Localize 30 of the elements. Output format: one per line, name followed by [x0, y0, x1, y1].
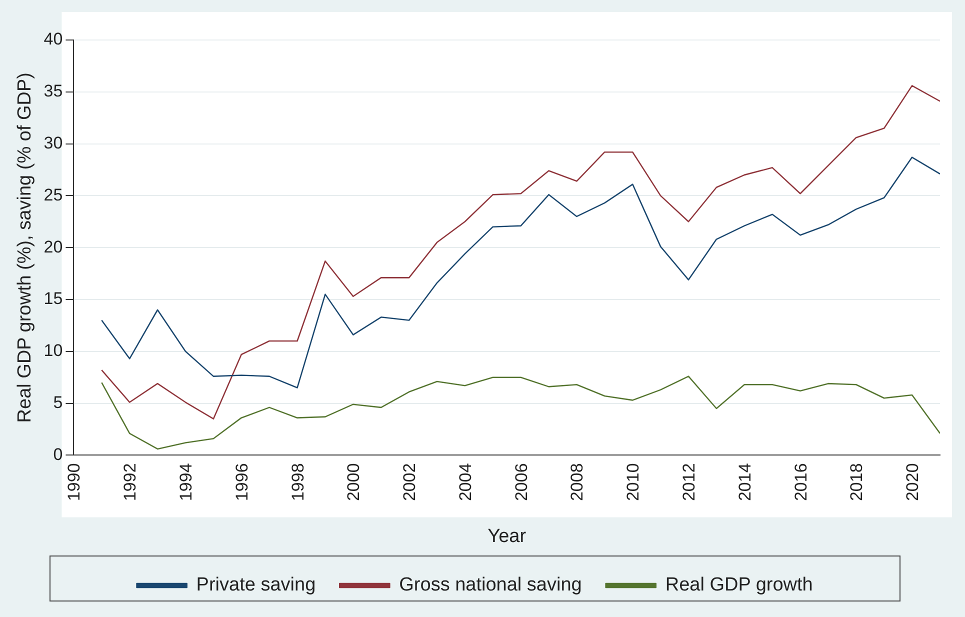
x-tick-label: 2004 — [456, 463, 475, 502]
x-tick-label: 2000 — [344, 463, 364, 502]
y-tick-label: 15 — [44, 289, 63, 308]
y-tick-label: 30 — [44, 133, 63, 152]
x-tick-label: 2020 — [903, 463, 922, 502]
x-tick-label: 2018 — [847, 463, 866, 502]
x-tick-label: 2008 — [568, 463, 587, 502]
x-tick-label: 2016 — [791, 463, 810, 502]
y-tick-label: 20 — [44, 237, 63, 256]
y-tick-label: 35 — [44, 82, 63, 101]
legend-label: Real GDP growth — [665, 574, 813, 596]
x-tick-label: 1994 — [176, 463, 196, 502]
y-tick-label: 40 — [44, 30, 63, 49]
y-axis-title: Real GDP growth (%), saving (% of GDP) — [14, 72, 36, 423]
legend-label: Private saving — [196, 574, 316, 596]
x-tick-label: 2012 — [679, 463, 698, 502]
x-tick-label: 1996 — [232, 463, 252, 502]
y-tick-label: 0 — [53, 444, 63, 464]
x-tick-label: 2010 — [624, 463, 643, 502]
y-tick-label: 25 — [44, 185, 63, 204]
legend-label: Gross national saving — [399, 574, 582, 596]
x-tick-label: 2006 — [512, 463, 531, 502]
y-tick-label: 5 — [53, 392, 63, 412]
y-tick-label: 10 — [44, 341, 63, 360]
x-tick-label: 2002 — [400, 463, 420, 502]
x-axis-title: Year — [488, 526, 527, 547]
x-tick-label: 1992 — [120, 463, 140, 502]
x-tick-label: 1998 — [288, 463, 308, 502]
x-tick-label: 1990 — [64, 463, 84, 502]
x-tick-label: 2014 — [735, 463, 754, 502]
